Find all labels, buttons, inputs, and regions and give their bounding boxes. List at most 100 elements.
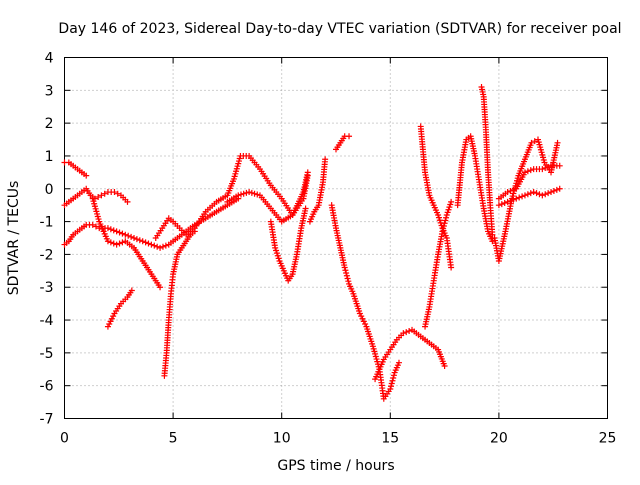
x-tick-label: 25 (599, 431, 617, 447)
data-point (521, 169, 528, 176)
data-point (113, 228, 120, 235)
tick-labels: 0 5 10 15 20 25 -7 -6 -5 -4 -3 -2 -1 0 1 2 3 4 (40, 51, 617, 447)
data-point (107, 239, 114, 246)
y-tick-label: 2 (45, 116, 54, 132)
data-point (124, 198, 131, 205)
series-track-10 (306, 156, 329, 225)
data-point (119, 230, 126, 237)
series-track-15 (422, 198, 455, 330)
x-tick-label: 15 (381, 431, 399, 447)
data-point (545, 163, 552, 170)
data-point (240, 190, 247, 197)
data-point (128, 233, 135, 240)
y-tick-label: 4 (45, 51, 54, 67)
data-point (136, 237, 143, 244)
data-point (548, 189, 555, 196)
y-tick-label: -6 (40, 379, 54, 395)
series-track-19 (495, 162, 563, 202)
data-point (507, 187, 514, 194)
data-point (110, 227, 117, 234)
data-point (108, 315, 115, 322)
data-point (387, 385, 394, 392)
data-point (272, 244, 279, 251)
data-point (157, 244, 164, 251)
data-point (403, 329, 410, 336)
series-track-17 (478, 84, 496, 238)
data-point (439, 228, 446, 235)
series-track-8 (224, 169, 311, 225)
y-tick-label: 0 (45, 182, 54, 198)
data-point (142, 239, 149, 246)
data-point (444, 209, 451, 216)
series-track-2 (61, 185, 131, 209)
data-point (359, 315, 366, 322)
series-track-6 (161, 228, 198, 379)
data-point (550, 187, 557, 194)
data-point (545, 190, 552, 197)
data-point (542, 164, 549, 171)
data-point (107, 318, 114, 325)
data-point (110, 240, 117, 247)
data-point (106, 320, 113, 327)
x-tick-label: 10 (273, 431, 291, 447)
y-axis-label: SDTVAR / TECUs (6, 181, 22, 296)
x-tick-label: 0 (60, 431, 69, 447)
data-point (342, 267, 349, 274)
data-point (302, 205, 309, 212)
series-track-9 (267, 205, 309, 284)
data-point (448, 198, 455, 205)
data-point (273, 250, 280, 257)
y-tick-label: -5 (40, 346, 54, 362)
data-point (542, 191, 549, 198)
data-point (131, 235, 138, 241)
series-track-4 (89, 195, 164, 291)
data-point (400, 330, 407, 337)
data-point (539, 166, 546, 173)
data-point (489, 231, 496, 238)
y-tick-label: -4 (40, 313, 54, 329)
data-point (322, 156, 329, 163)
data-point (527, 190, 534, 197)
y-tick-label: -3 (40, 280, 54, 296)
data-point (235, 192, 242, 199)
data-point (122, 231, 129, 238)
data-point (346, 133, 353, 140)
data-point (157, 284, 164, 291)
data-point (504, 198, 511, 205)
data-point (89, 221, 96, 228)
data-point (390, 375, 397, 382)
data-point (435, 212, 442, 219)
data-point (513, 195, 520, 202)
data-point (254, 191, 261, 198)
data-point (389, 377, 396, 384)
data-point (533, 190, 540, 197)
series-track-16 (454, 133, 496, 245)
y-tick-label: -7 (40, 412, 54, 428)
data-point (553, 186, 560, 193)
data-point (110, 313, 117, 320)
series-track-5 (104, 287, 135, 330)
data-point (489, 238, 496, 245)
data-point (104, 323, 111, 330)
data-point (358, 313, 365, 320)
data-point (273, 247, 280, 254)
data-point (536, 191, 543, 198)
data-point (440, 225, 447, 232)
y-tick-label: 1 (45, 149, 54, 165)
plot-frame (64, 57, 608, 419)
data-point (159, 243, 166, 250)
data-point (510, 196, 517, 203)
data-point (274, 252, 281, 259)
y-tick-label: 3 (45, 83, 54, 99)
data-point (145, 240, 152, 247)
series-track-20 (495, 185, 563, 209)
x-axis-label: GPS time / hours (277, 458, 394, 474)
data-point (98, 192, 105, 199)
series-track-3 (61, 159, 90, 179)
data-point (92, 223, 99, 230)
data-point (436, 217, 443, 224)
data-point (344, 275, 351, 282)
data-point (441, 220, 448, 227)
data-point (442, 217, 449, 224)
